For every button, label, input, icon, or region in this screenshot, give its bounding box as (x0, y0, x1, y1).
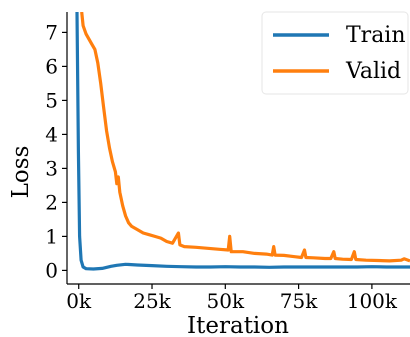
y-tick-label: 6 (45, 54, 58, 78)
y-tick-label: 2 (45, 190, 58, 214)
x-tick-label: 75k (280, 289, 318, 313)
y-tick-label: 5 (45, 88, 58, 112)
legend-box (261, 11, 409, 95)
y-axis-title: Loss (8, 146, 34, 199)
x-tick-label: 25k (133, 289, 171, 313)
x-axis-title: Iteration (187, 313, 289, 337)
legend-label-train: Train (346, 23, 406, 48)
y-tick-label: 1 (45, 224, 58, 248)
x-tick-label: 100k (347, 289, 398, 313)
series-layer (75, 12, 410, 271)
legend-label-valid: Valid (345, 59, 401, 84)
x-tick-label: 0k (66, 289, 92, 313)
y-tick-label: 0 (45, 258, 58, 282)
x-tick-label: 50k (207, 289, 245, 313)
legend: Train Valid (261, 11, 409, 95)
axes-layer: 0 1 2 3 4 5 6 7 0k 25k 50k 75k 100k (45, 12, 410, 313)
y-tick-label: 7 (45, 20, 58, 44)
y-tick-label: 3 (45, 156, 58, 180)
series-line-valid (80, 12, 410, 263)
y-tick-label: 4 (45, 122, 58, 146)
series-line-train (75, 12, 410, 271)
